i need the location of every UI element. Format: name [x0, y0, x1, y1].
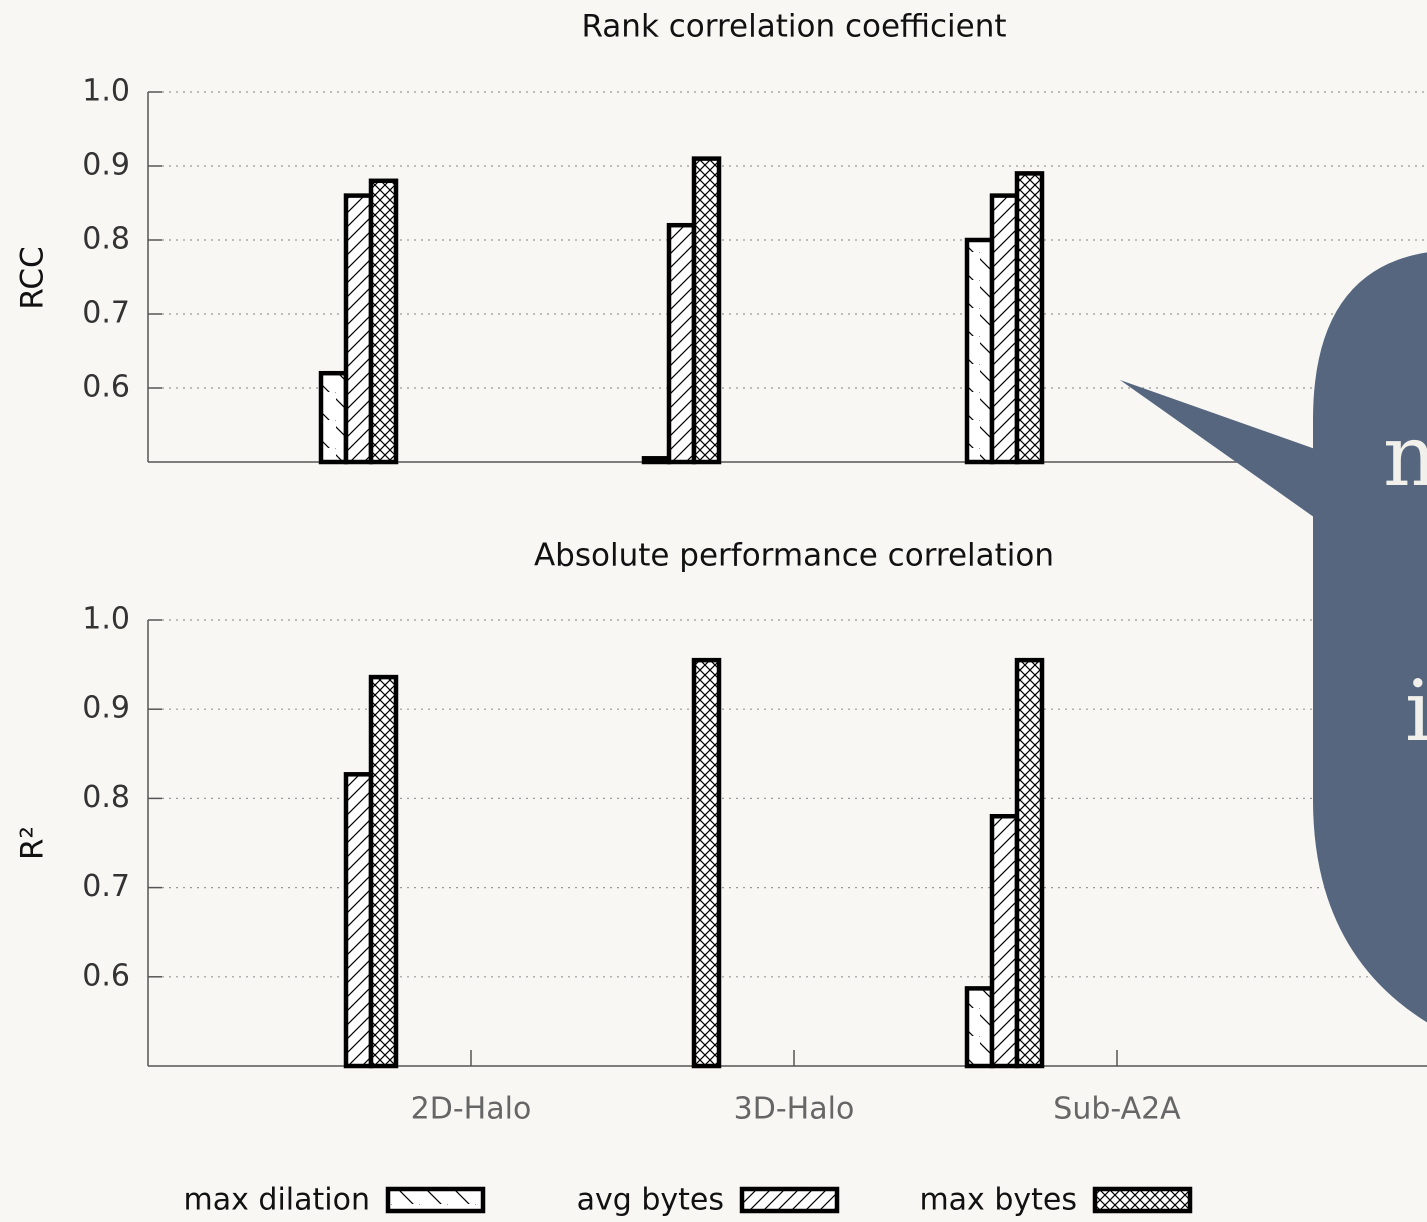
- legend-label: avg bytes: [577, 1183, 724, 1218]
- page: Rank correlation coefficient RCC 0.6 0.7 0.8…: [0, 0, 1427, 1222]
- bar-hatch: [1017, 660, 1042, 1066]
- bubble-text: i: [1405, 662, 1427, 760]
- speech-bubble: ni: [1120, 250, 1427, 1030]
- chart-title: Absolute performance correlation: [534, 538, 1054, 574]
- bar-hatch: [346, 196, 371, 462]
- bar-hatch: [992, 816, 1017, 1066]
- bar-hatch: [669, 225, 694, 462]
- y-tick-label: 0.9: [82, 691, 130, 726]
- bar-hatch: [992, 196, 1017, 462]
- x-tick-label: 3D-Halo: [734, 1092, 855, 1127]
- y-axis-label: RCC: [15, 246, 51, 309]
- bar-hatch: [644, 458, 669, 462]
- legend-label: max dilation: [184, 1183, 370, 1218]
- bubble-text: n: [1383, 407, 1427, 505]
- charts: Rank correlation coefficient RCC 0.6 0.7 0.8…: [15, 9, 1427, 1218]
- y-tick-label: 0.9: [82, 148, 130, 183]
- bar-hatch: [371, 677, 396, 1066]
- legend-swatch-hatch: [388, 1189, 483, 1211]
- x-tick-label: 2D-Halo: [411, 1092, 532, 1127]
- bar-hatch: [371, 181, 396, 462]
- bubble-body: [1313, 250, 1427, 1030]
- legend-swatch-hatch: [1095, 1189, 1190, 1211]
- legend-swatch-hatch: [742, 1189, 837, 1211]
- y-tick-label: 0.7: [82, 869, 130, 904]
- chart: Rank correlation coefficient RCC 0.6 0.7 0.8…: [0, 0, 1427, 1222]
- bar-hatch: [346, 774, 371, 1066]
- y-tick-label: 0.8: [82, 222, 130, 257]
- bar-hatch: [1017, 173, 1042, 462]
- bar-hatch: [694, 660, 719, 1066]
- chart-title: Rank correlation coefficient: [581, 9, 1006, 45]
- bar-hatch: [967, 988, 992, 1066]
- x-tick-label: Sub-A2A: [1053, 1092, 1181, 1127]
- y-tick-label: 0.6: [82, 370, 130, 405]
- bar-hatch: [967, 240, 992, 462]
- y-axis-label: R²: [15, 826, 51, 860]
- y-tick-label: 0.8: [82, 780, 130, 815]
- legend-label: max bytes: [919, 1183, 1077, 1218]
- bar-hatch: [694, 159, 719, 462]
- bar-hatch: [321, 373, 346, 462]
- y-tick-label: 1.0: [82, 602, 130, 637]
- bubble-pointer: [1120, 380, 1318, 520]
- y-tick-label: 0.6: [82, 958, 130, 993]
- y-tick-label: 0.7: [82, 296, 130, 331]
- y-tick-label: 1.0: [82, 74, 130, 109]
